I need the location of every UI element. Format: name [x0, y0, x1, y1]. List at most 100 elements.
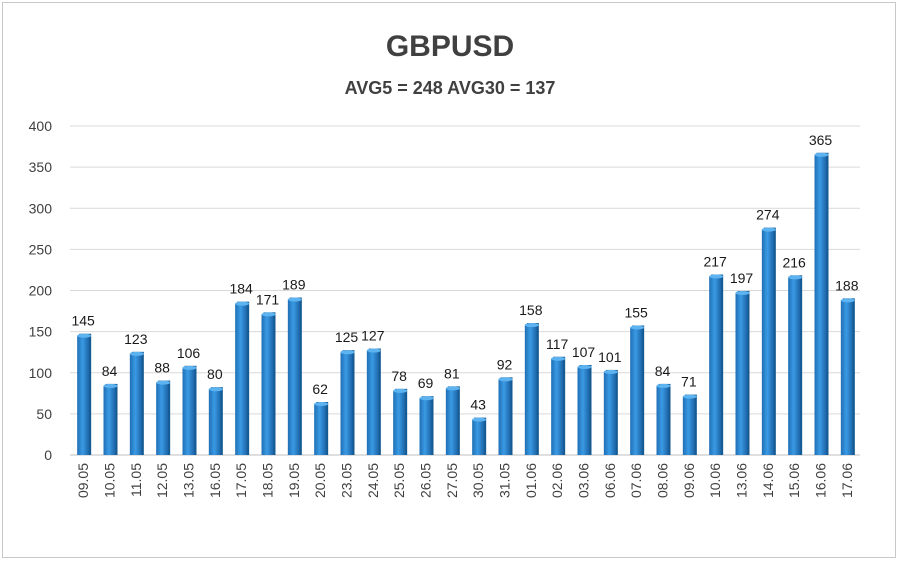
- bar: [314, 402, 329, 455]
- x-tick-label: 09.06: [681, 463, 697, 498]
- bar: [103, 383, 118, 455]
- data-label: 155: [624, 305, 648, 321]
- data-label: 365: [809, 132, 833, 148]
- data-label: 189: [282, 277, 306, 293]
- data-label: 123: [124, 331, 148, 347]
- y-tick-label: 250: [29, 241, 53, 257]
- x-tick-label: 24.05: [365, 463, 381, 498]
- data-label: 81: [444, 365, 460, 381]
- chart-title: GBPUSD: [385, 30, 515, 63]
- data-label: 71: [681, 374, 697, 390]
- bar: [656, 383, 671, 455]
- bar: [761, 227, 776, 455]
- x-tick-label: 11.05: [128, 463, 144, 497]
- bar: [156, 380, 171, 455]
- bar: [551, 356, 566, 455]
- bar: [208, 387, 223, 455]
- y-tick-label: 50: [36, 406, 52, 422]
- data-label: 107: [572, 344, 596, 360]
- x-tick-label: 01.06: [523, 463, 539, 498]
- bar: [840, 298, 855, 455]
- x-tick-label: 25.05: [391, 463, 407, 498]
- bar: [524, 323, 539, 455]
- bar: [445, 386, 460, 455]
- data-label: 171: [256, 291, 280, 307]
- data-label: 184: [229, 281, 253, 297]
- x-tick-label: 16.06: [813, 463, 829, 498]
- x-tick-label: 15.06: [786, 463, 802, 498]
- bar: [129, 351, 144, 455]
- data-label: 88: [154, 360, 170, 376]
- data-label: 78: [391, 368, 407, 384]
- x-tick-label: 16.05: [207, 463, 223, 498]
- bar: [577, 364, 592, 455]
- data-label: 197: [730, 270, 754, 286]
- x-tick-label: 14.06: [760, 463, 776, 498]
- x-tick-label: 08.06: [655, 463, 671, 498]
- x-tick-label: 12.05: [154, 463, 170, 498]
- bar: [498, 377, 513, 455]
- x-tick-label: 18.05: [260, 463, 276, 498]
- data-label: 127: [361, 328, 385, 344]
- y-tick-label: 200: [29, 283, 53, 299]
- x-tick-label: 17.06: [839, 463, 855, 498]
- data-label: 106: [177, 345, 201, 361]
- data-label: 69: [418, 375, 434, 391]
- x-tick-label: 31.05: [497, 463, 513, 498]
- data-label: 43: [470, 397, 486, 413]
- y-tick-label: 400: [29, 118, 53, 134]
- bar: [235, 301, 250, 455]
- chart-subtitle: AVG5 = 248 AVG30 = 137: [344, 78, 556, 98]
- bar: [393, 388, 408, 455]
- bar: [77, 333, 92, 455]
- bar: [340, 350, 355, 455]
- x-tick-label: 17.05: [233, 463, 249, 498]
- data-label: 188: [835, 277, 859, 293]
- bar: [603, 369, 618, 455]
- x-tick-label: 03.06: [576, 463, 592, 498]
- x-tick-label: 13.06: [734, 463, 750, 498]
- x-tick-label: 19.05: [286, 463, 302, 498]
- x-tick-label: 10.05: [102, 463, 118, 498]
- x-tick-label: 30.05: [470, 463, 486, 498]
- bar: [682, 394, 697, 455]
- x-tick-label: 23.05: [339, 463, 355, 498]
- data-label: 217: [703, 254, 727, 270]
- bar: [182, 365, 197, 455]
- data-label: 62: [312, 381, 328, 397]
- bar: [709, 274, 724, 455]
- data-label: 92: [497, 356, 513, 372]
- x-tick-label: 27.05: [444, 463, 460, 498]
- y-tick-label: 0: [44, 447, 52, 463]
- x-tick-label: 20.05: [312, 463, 328, 498]
- x-tick-label: 09.05: [75, 463, 91, 498]
- bar: [287, 297, 302, 455]
- x-tick-label: 13.05: [181, 463, 197, 498]
- x-tick-label: 07.06: [628, 463, 644, 498]
- y-tick-label: 100: [29, 365, 53, 381]
- bar: [630, 325, 645, 455]
- x-tick-label: 10.06: [707, 463, 723, 498]
- bar: [788, 275, 803, 455]
- bar: [735, 290, 750, 455]
- data-label: 80: [207, 366, 223, 382]
- bar: [366, 348, 381, 455]
- data-label: 117: [546, 336, 569, 352]
- data-label: 145: [71, 313, 95, 329]
- data-label: 125: [335, 329, 359, 345]
- bar: [814, 152, 829, 455]
- x-tick-label: 02.06: [549, 463, 565, 498]
- bar: [261, 312, 276, 455]
- bar: [419, 396, 434, 455]
- data-label: 274: [756, 207, 780, 223]
- data-label: 84: [102, 363, 118, 379]
- data-label: 216: [782, 254, 806, 270]
- data-label: 101: [598, 349, 622, 365]
- y-tick-label: 150: [29, 324, 53, 340]
- y-tick-label: 350: [29, 159, 53, 175]
- y-tick-label: 300: [29, 200, 53, 216]
- bar: [472, 417, 487, 455]
- x-tick-label: 26.05: [418, 463, 434, 498]
